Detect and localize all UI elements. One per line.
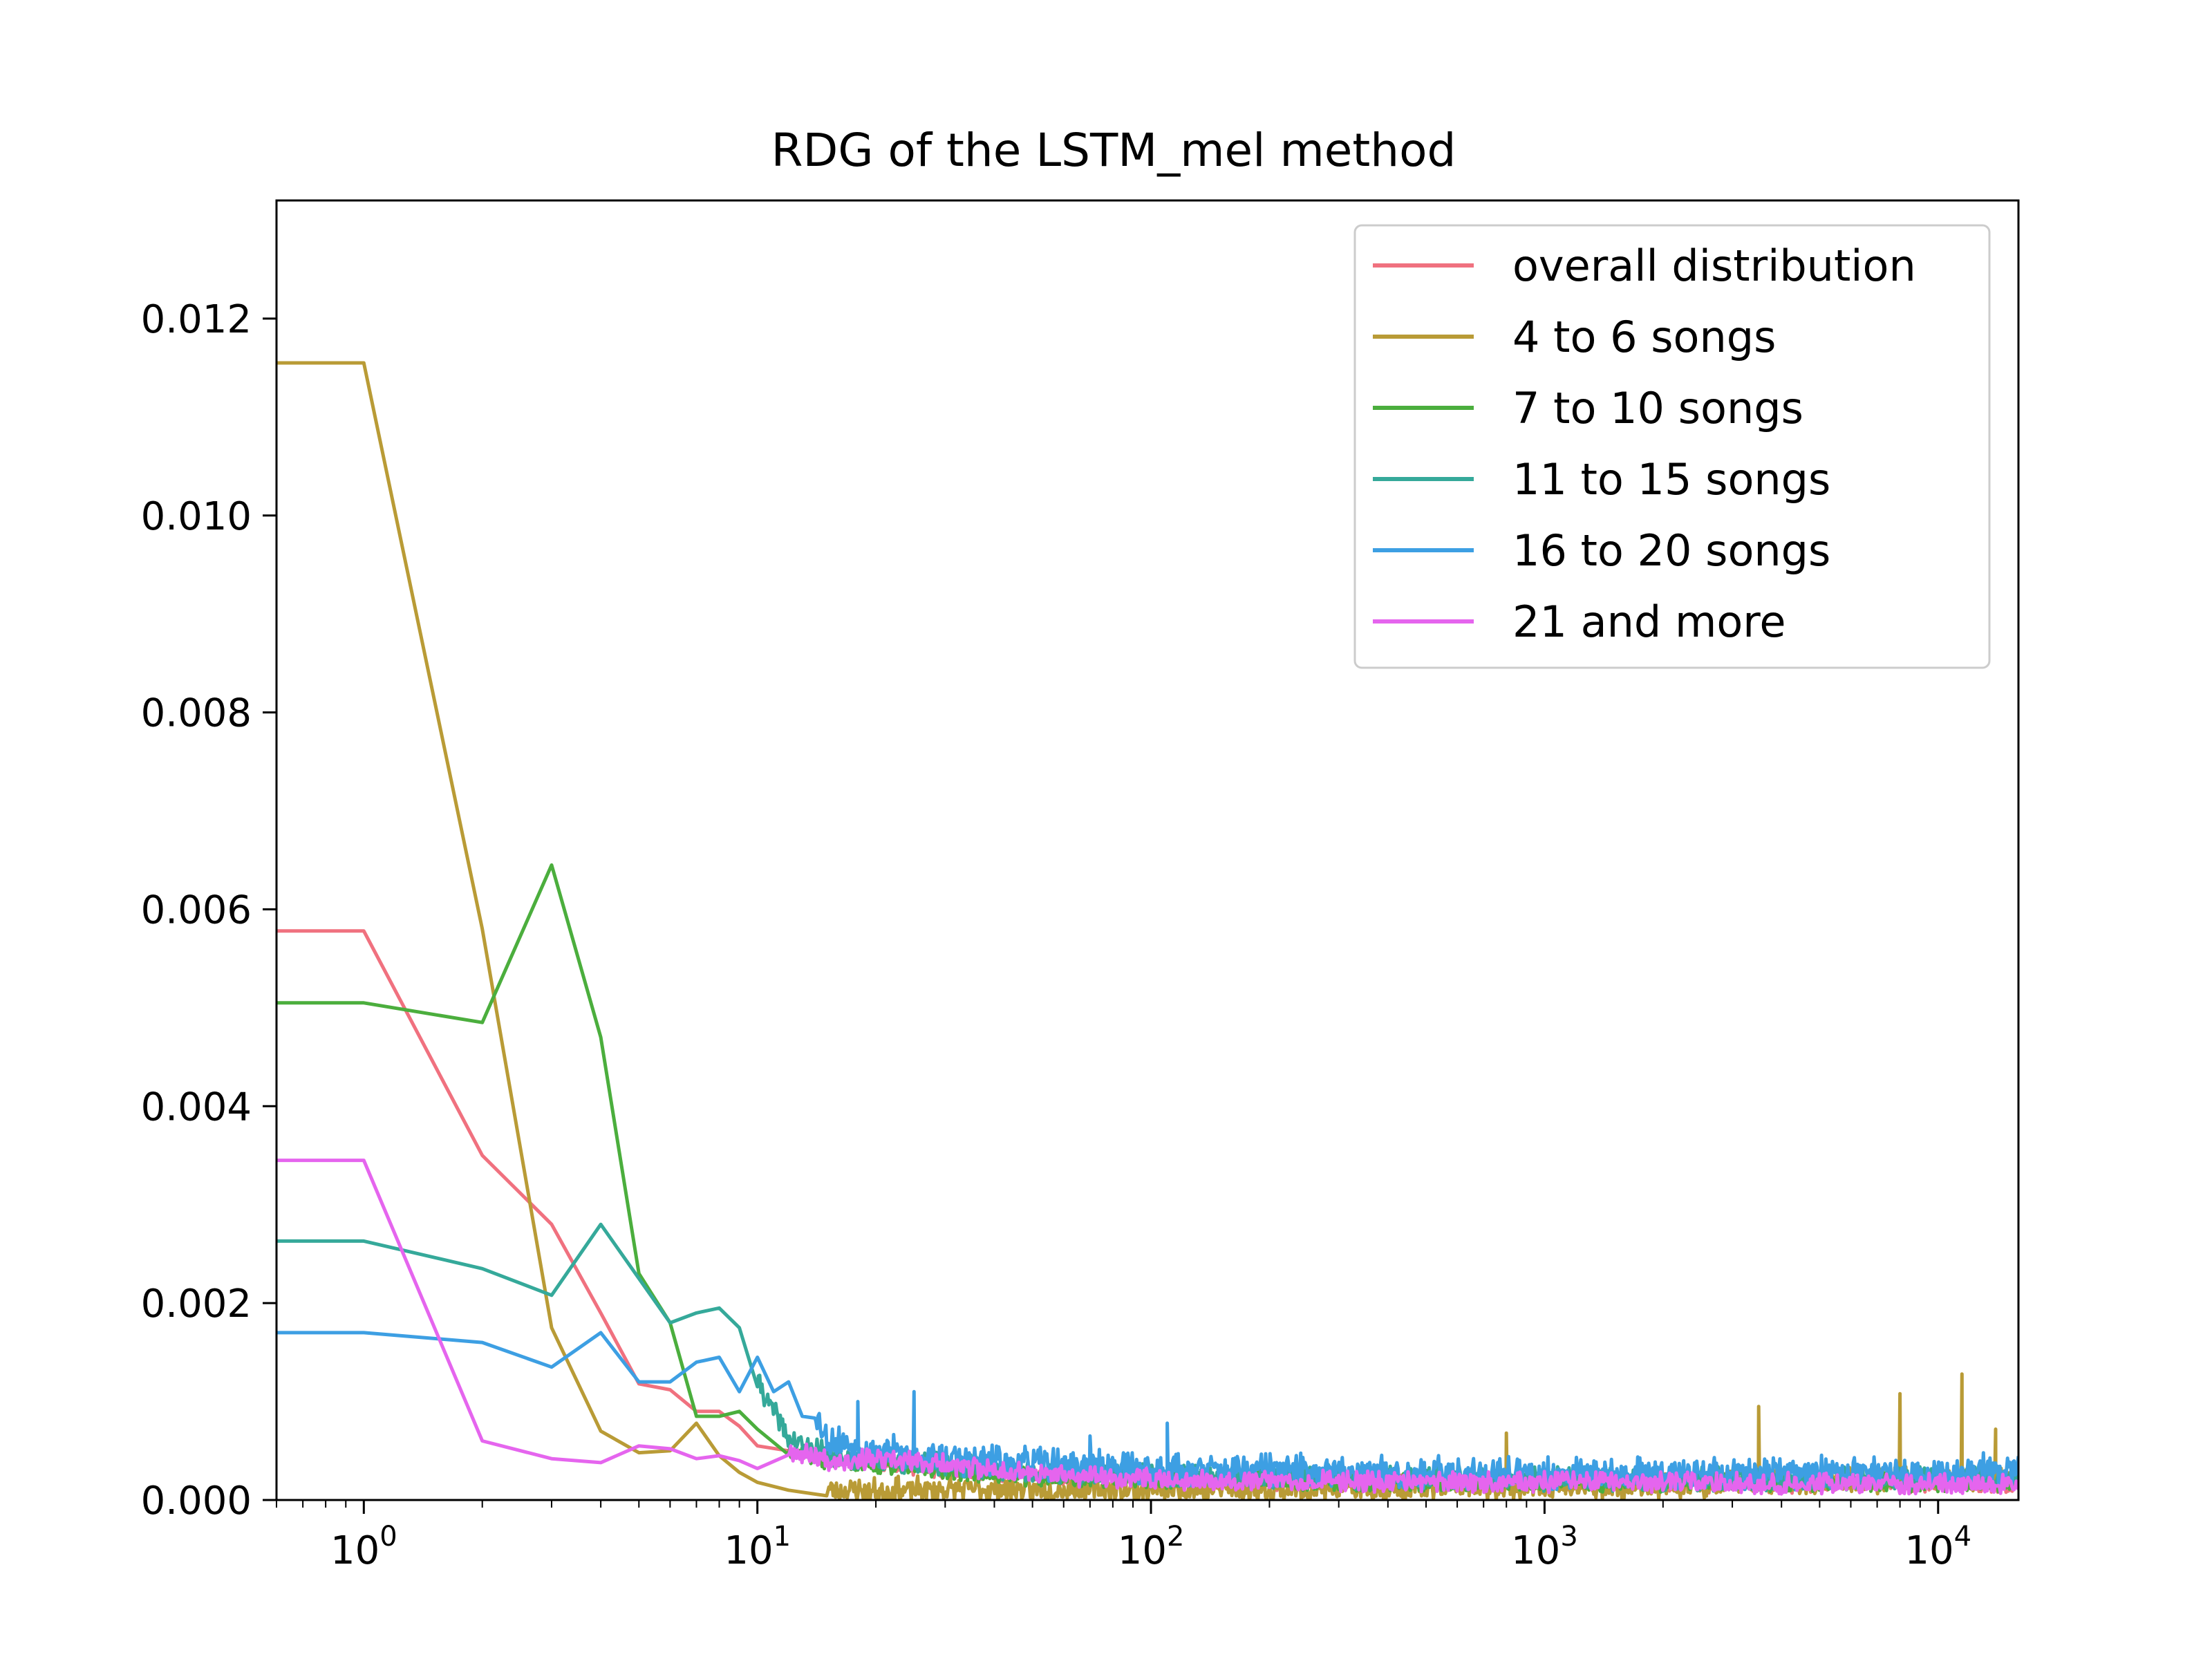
- x-tick-label-2: 102: [1118, 1521, 1185, 1573]
- y-tick-label-6: 0.012: [141, 297, 252, 342]
- y-axis: 0.000 0.002 0.004 0.006 0.008 0.010 0.012: [141, 297, 276, 1524]
- legend-label-1: 4 to 6 songs: [1512, 312, 1776, 362]
- y-tick-label-0: 0.000: [141, 1479, 252, 1524]
- x-tick-label-4: 104: [1904, 1521, 1971, 1573]
- y-tick-label-1: 0.002: [141, 1282, 252, 1327]
- legend-label-3: 11 to 15 songs: [1512, 454, 1830, 505]
- legend-label-0: overall distribution: [1512, 241, 1916, 291]
- legend-label-5: 21 and more: [1512, 597, 1786, 647]
- legend: overall distribution 4 to 6 songs 7 to 10 …: [1353, 224, 1991, 669]
- series-layer: [276, 361, 2018, 1500]
- x-tick-label-0: 100: [330, 1521, 397, 1573]
- x-tick-label-1: 101: [724, 1521, 791, 1573]
- plot-area-frame: [275, 199, 2020, 1501]
- legend-label-2: 7 to 10 songs: [1512, 383, 1803, 433]
- series-line-5: [276, 1159, 2018, 1496]
- y-tick-label-5: 0.010: [141, 494, 252, 539]
- y-tick-label-4: 0.008: [141, 691, 252, 736]
- x-tick-label-3: 103: [1511, 1521, 1578, 1573]
- x-axis: 100 101 102 103 104: [276, 1500, 1971, 1573]
- legend-label-4: 16 to 20 songs: [1512, 525, 1830, 576]
- y-tick-label-2: 0.004: [141, 1085, 252, 1130]
- chart-title: RDG of the LSTM_mel method: [771, 124, 1456, 177]
- legend-box: [1353, 224, 1991, 669]
- y-tick-label-3: 0.006: [141, 888, 252, 932]
